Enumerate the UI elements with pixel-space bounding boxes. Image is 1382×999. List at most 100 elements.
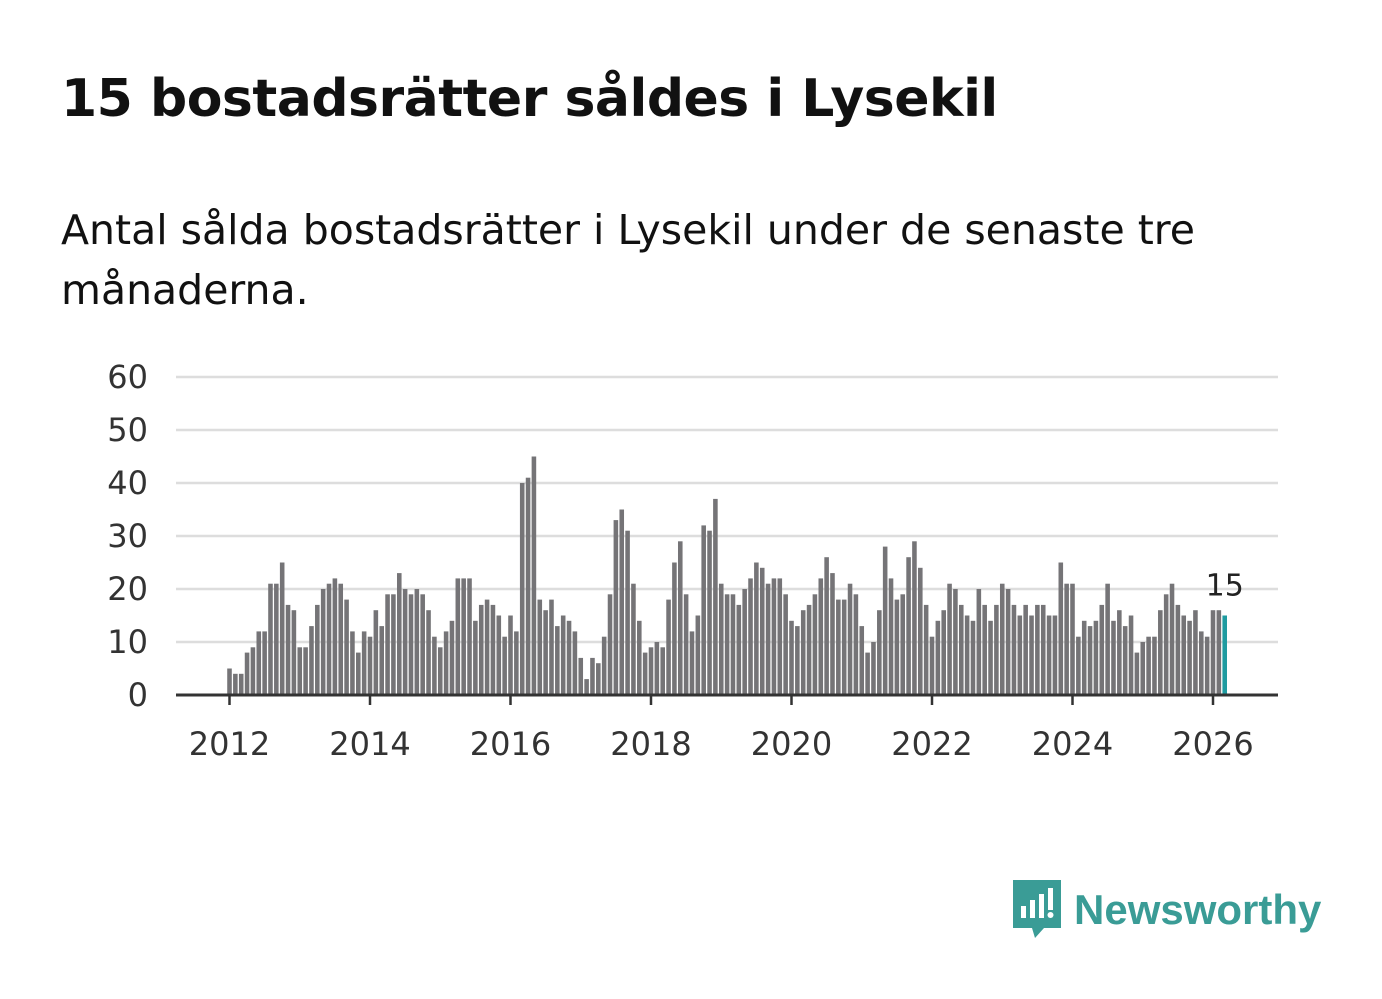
bar — [1140, 642, 1146, 695]
bar — [1058, 562, 1064, 695]
bar — [742, 589, 747, 695]
bar — [999, 583, 1005, 695]
bar — [256, 631, 262, 695]
bar — [1169, 583, 1175, 695]
x-tick-label: 2018 — [610, 725, 691, 763]
x-tick-label: 2022 — [891, 725, 972, 763]
bar — [795, 626, 800, 695]
bar — [947, 583, 952, 695]
bar — [303, 647, 308, 695]
bar — [484, 599, 490, 695]
y-tick-label: 60 — [107, 358, 148, 396]
bar — [238, 673, 244, 695]
bar — [291, 610, 297, 695]
bar — [326, 583, 332, 695]
bar — [953, 589, 958, 695]
bar — [830, 573, 835, 695]
bar — [648, 647, 654, 695]
bar — [455, 578, 461, 695]
bar — [812, 594, 818, 695]
bar — [502, 636, 507, 695]
bar — [478, 604, 484, 695]
bar — [1076, 636, 1081, 695]
bar — [882, 546, 888, 695]
bar — [1093, 620, 1099, 695]
bar — [672, 562, 677, 695]
x-tick-label: 2014 — [329, 725, 410, 763]
bar — [988, 620, 993, 695]
bar — [888, 578, 894, 695]
bar — [490, 604, 496, 695]
bars — [227, 456, 1227, 695]
bar — [1035, 604, 1040, 695]
bar — [707, 530, 712, 695]
bar — [279, 562, 285, 695]
bar — [596, 663, 601, 695]
bar — [1087, 626, 1093, 695]
last-value-label: 15 — [1206, 569, 1244, 604]
brand-name: Newsworthy — [1074, 886, 1322, 933]
bar — [543, 610, 548, 695]
bar — [250, 647, 256, 695]
bar — [531, 456, 537, 695]
bar — [800, 610, 806, 695]
newsworthy-icon — [1013, 880, 1061, 938]
bar — [871, 642, 876, 695]
bar — [560, 615, 566, 695]
bar — [584, 679, 589, 695]
bar — [836, 599, 841, 695]
y-tick-label: 30 — [107, 517, 148, 555]
bar — [1081, 620, 1087, 695]
bar — [396, 573, 402, 695]
bar — [1099, 604, 1105, 695]
bar — [443, 631, 449, 695]
bar — [1122, 626, 1128, 695]
bar — [1152, 636, 1157, 695]
bar — [578, 657, 584, 695]
bar — [1210, 610, 1216, 695]
bar — [783, 594, 788, 695]
bar — [1175, 604, 1181, 695]
bar — [1029, 615, 1034, 695]
bar — [865, 652, 870, 695]
bar — [666, 599, 671, 695]
bar — [683, 594, 689, 695]
x-tick-label: 2026 — [1172, 725, 1253, 763]
bar — [841, 599, 847, 695]
bar — [730, 594, 736, 695]
bar — [631, 583, 636, 695]
bar — [309, 626, 314, 695]
bar — [912, 541, 917, 695]
bar — [344, 599, 349, 695]
bar — [496, 615, 502, 695]
bar — [754, 562, 759, 695]
bar — [847, 583, 853, 695]
bar — [402, 589, 408, 695]
bar — [958, 604, 964, 695]
x-tick-label: 2016 — [470, 725, 551, 763]
bar — [982, 604, 987, 695]
bar — [724, 594, 730, 695]
bar — [467, 578, 472, 695]
bar — [654, 642, 660, 695]
bar — [695, 615, 701, 695]
bar — [537, 599, 543, 695]
bar — [367, 636, 373, 695]
bar — [677, 541, 683, 695]
bar — [970, 620, 976, 695]
x-tick-label: 2024 — [1032, 725, 1113, 763]
bar — [555, 626, 560, 695]
bar — [613, 520, 619, 695]
bar — [1216, 610, 1222, 695]
bar — [1040, 604, 1046, 695]
bar — [590, 657, 595, 695]
bar — [473, 620, 478, 695]
bar — [514, 631, 519, 695]
bar — [718, 583, 724, 695]
bar — [701, 525, 706, 695]
bar — [244, 652, 250, 695]
chart-subtitle: Antal sålda bostadsrätter i Lysekil unde… — [61, 206, 1195, 314]
y-tick-label: 40 — [107, 464, 148, 502]
bar — [356, 652, 361, 695]
